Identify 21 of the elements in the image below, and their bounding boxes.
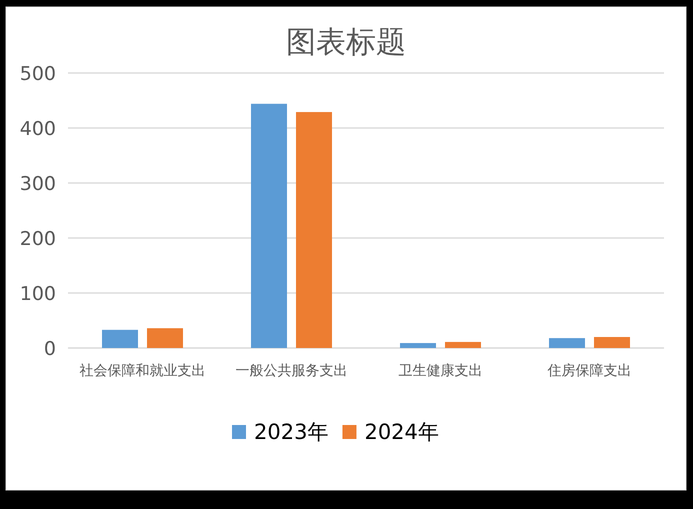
bar	[147, 328, 183, 348]
x-tick-label: 一般公共服务支出	[236, 363, 348, 379]
y-tick-label: 0	[44, 338, 56, 360]
bar	[296, 112, 332, 348]
bar	[251, 104, 287, 348]
y-tick-label: 100	[20, 283, 56, 305]
x-tick-label: 社会保障和就业支出	[80, 363, 206, 379]
bar	[594, 337, 630, 348]
bar	[102, 330, 138, 348]
chart-title: 图表标题	[286, 25, 406, 60]
x-tick-label: 卫生健康支出	[398, 363, 482, 379]
bar	[445, 342, 481, 348]
legend-label: 2024年	[364, 420, 439, 444]
y-tick-label: 400	[20, 118, 56, 140]
legend-label: 2023年	[254, 420, 328, 444]
bar	[549, 338, 585, 348]
y-tick-label: 200	[20, 228, 56, 250]
bar	[400, 343, 436, 348]
y-tick-label: 300	[20, 173, 56, 195]
x-tick-label: 住房保障支出	[546, 363, 632, 379]
y-tick-label: 500	[20, 63, 56, 85]
